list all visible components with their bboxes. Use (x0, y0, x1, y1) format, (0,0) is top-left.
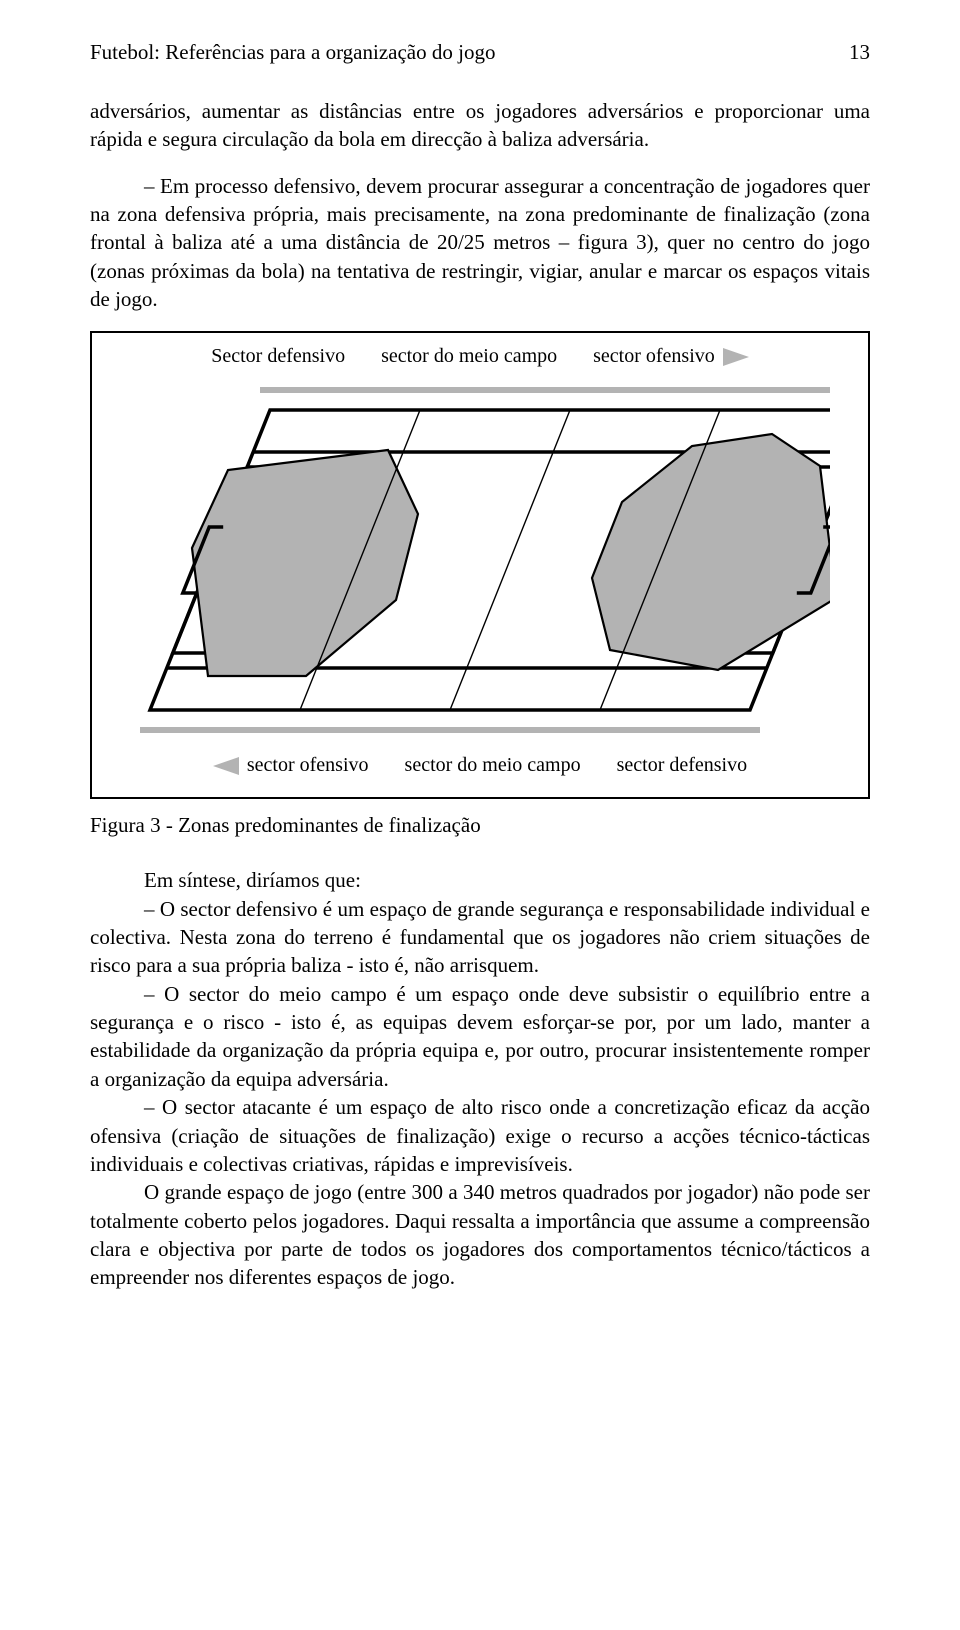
paragraph-1: adversários, aumentar as distâncias entr… (90, 97, 870, 154)
top-label-defensive: Sector defensivo (211, 345, 345, 368)
bottom-label-defensive: sector defensivo (617, 754, 748, 777)
paragraph-3: Em síntese, diríamos que: (90, 866, 870, 894)
arrow-left-icon (213, 757, 239, 775)
arrow-right-icon (723, 348, 749, 366)
paragraph-4: – O sector defensivo é um espaço de gran… (90, 895, 870, 980)
paragraph-2: – Em processo defensivo, devem procurar … (90, 172, 870, 314)
paragraph-5: – O sector do meio campo é um espaço ond… (90, 980, 870, 1093)
paragraph-7: O grande espaço de jogo (entre 300 a 340… (90, 1178, 870, 1291)
pitch-svg (130, 380, 830, 740)
top-label-midfield: sector do meio campo (381, 345, 557, 368)
pitch-diagram (106, 372, 854, 748)
bottom-label-midfield: sector do meio campo (405, 754, 581, 777)
figure-3-box: Sector defensivo sector do meio campo se… (90, 331, 870, 799)
running-head: Futebol: Referências para a organização … (90, 40, 495, 65)
paragraph-6: – O sector atacante é um espaço de alto … (90, 1093, 870, 1178)
figure-3-caption: Figura 3 - Zonas predominantes de finali… (90, 813, 870, 838)
bottom-label-offensive: sector ofensivo (247, 754, 369, 777)
page-number: 13 (849, 40, 870, 65)
top-label-offensive: sector ofensivo (593, 345, 715, 368)
top-sector-row: Sector defensivo sector do meio campo se… (106, 345, 854, 368)
bottom-sector-row: sector ofensivo sector do meio campo sec… (106, 754, 854, 777)
